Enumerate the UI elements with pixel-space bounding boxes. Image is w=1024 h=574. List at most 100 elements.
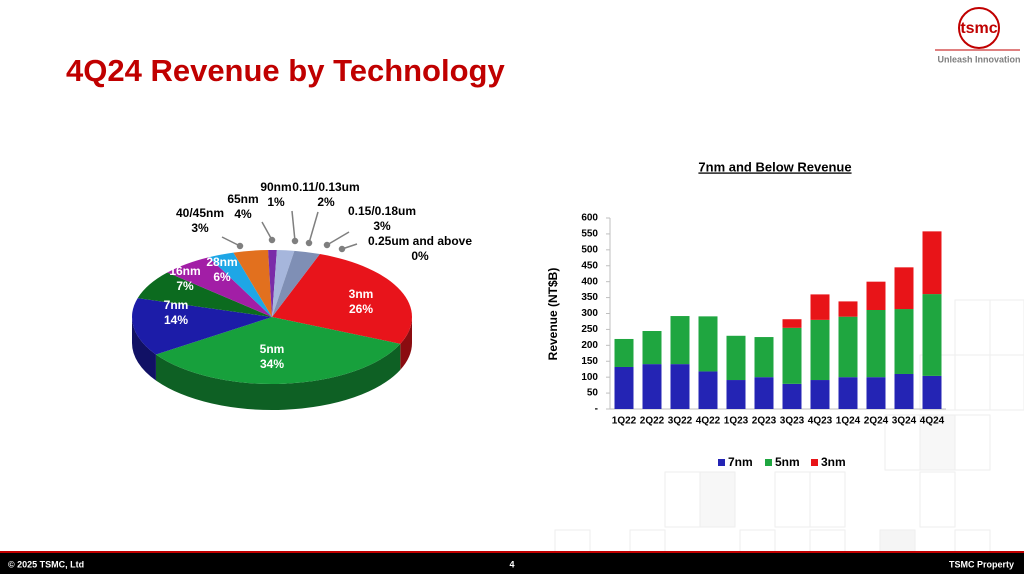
copyright: © 2025 TSMC, Ltd xyxy=(8,559,84,569)
bar-segment xyxy=(614,366,634,409)
x-tick-label: 3Q23 xyxy=(780,416,805,427)
slice-label: 40/45nm xyxy=(176,206,224,220)
decor-grid xyxy=(554,299,1024,553)
slice-label: 0.11/0.13um xyxy=(292,180,359,194)
slice-label: 0.25um and above xyxy=(368,234,472,248)
bar-segment xyxy=(866,309,886,378)
y-tick-label: 150 xyxy=(581,356,598,367)
pie-slice xyxy=(208,252,272,317)
legend-label: 7nm xyxy=(728,455,753,469)
slice-label: 3nm xyxy=(349,287,374,301)
bar-segment xyxy=(782,383,802,409)
x-tick-label: 1Q22 xyxy=(612,416,637,427)
bar-segment xyxy=(838,377,858,409)
pie-slice xyxy=(167,257,272,317)
slice-value-label: 6% xyxy=(213,270,231,284)
x-tick-label: 2Q22 xyxy=(640,416,665,427)
bar-segment xyxy=(922,294,942,376)
property: TSMC Property xyxy=(949,559,1014,569)
bar-segment xyxy=(838,316,858,378)
y-axis-label: Revenue (NT$B) xyxy=(546,268,560,361)
bar-segment xyxy=(670,364,690,409)
y-tick-label: 450 xyxy=(581,260,598,271)
pie-side xyxy=(155,343,401,410)
slice-value-label: 2% xyxy=(317,195,335,209)
pie-slice xyxy=(233,250,272,317)
pie-slice xyxy=(272,254,412,344)
bar-segment xyxy=(670,316,690,365)
pie-side xyxy=(400,317,412,370)
slice-value-label: 4% xyxy=(234,207,252,221)
bar-segment xyxy=(894,309,914,374)
bar-segment xyxy=(810,294,830,320)
bar-segment xyxy=(810,380,830,409)
y-tick-label: 250 xyxy=(581,324,598,335)
bar-segment xyxy=(866,281,886,310)
bar-segment xyxy=(642,331,662,365)
y-tick-label: - xyxy=(595,404,598,415)
x-tick-label: 4Q22 xyxy=(696,416,721,427)
slice-label: 16nm xyxy=(169,264,200,278)
y-tick-label: 500 xyxy=(581,244,598,255)
slice-label: 7nm xyxy=(164,298,189,312)
slice-label: 28nm xyxy=(206,255,237,269)
slice-label: 5nm xyxy=(260,342,285,356)
slice-value-label: 3% xyxy=(373,219,391,233)
pie-slice xyxy=(272,250,295,317)
leader-lines xyxy=(221,210,358,253)
slice-value-label: 26% xyxy=(349,302,373,316)
chart-title: 7nm and Below Revenue xyxy=(698,159,851,174)
slice-label: 0.15/0.18um xyxy=(348,204,416,218)
x-tick-label: 4Q23 xyxy=(808,416,833,427)
legend-label: 5nm xyxy=(775,455,800,469)
bar-segment xyxy=(782,319,802,328)
y-tick-label: 100 xyxy=(581,372,598,383)
footer-rule xyxy=(0,551,1024,553)
y-tick-label: 50 xyxy=(587,388,599,399)
slide-title: 4Q24 Revenue by Technology xyxy=(66,53,505,88)
bar-segment xyxy=(894,373,914,409)
x-tick-label: 2Q24 xyxy=(864,416,889,427)
y-tick-label: 300 xyxy=(581,308,598,319)
legend-swatch xyxy=(765,459,772,466)
pie-slice xyxy=(268,249,277,317)
slice-value-label: 1% xyxy=(267,195,285,209)
bar-segment xyxy=(922,375,942,409)
bar-segment xyxy=(838,301,858,317)
slice-value-label: 0% xyxy=(411,249,429,263)
bar-segment xyxy=(754,337,774,378)
bar-segment xyxy=(614,338,634,367)
bar-segment xyxy=(726,380,746,409)
bar-segment xyxy=(698,316,718,372)
legend-label: 3nm xyxy=(821,455,846,469)
bar-segment xyxy=(782,327,802,384)
legend-swatch xyxy=(718,459,725,466)
bar-segment xyxy=(698,371,718,409)
slice-label: 65nm xyxy=(227,192,258,206)
slice-value-label: 34% xyxy=(260,357,284,371)
bar-chart: 7nm and Below Revenue Revenue (NT$B) - 50 10… xyxy=(546,159,946,469)
pie-slice xyxy=(272,250,320,317)
x-tick-label: 3Q24 xyxy=(892,416,917,427)
y-tick-label: 200 xyxy=(581,340,598,351)
pie-slice xyxy=(137,272,272,317)
pie-side xyxy=(132,317,156,381)
legend-swatch xyxy=(811,459,818,466)
y-tick-label: 600 xyxy=(581,213,598,224)
bar-segment xyxy=(642,364,662,409)
slice-value-label: 7% xyxy=(176,279,194,293)
page-number: 4 xyxy=(509,559,514,569)
footer xyxy=(0,553,1024,574)
slice-value-label: 14% xyxy=(164,313,188,327)
bar-segment xyxy=(922,231,942,295)
logo-circle xyxy=(958,7,1000,49)
x-tick-label: 1Q24 xyxy=(836,416,861,427)
bar-segment xyxy=(866,377,886,409)
x-tick-label: 3Q22 xyxy=(668,416,693,427)
y-tick-label: 350 xyxy=(581,292,598,303)
tagline: Unleash Innovation xyxy=(937,54,1020,64)
bar-segment xyxy=(754,377,774,409)
x-tick-label: 4Q24 xyxy=(920,416,945,427)
